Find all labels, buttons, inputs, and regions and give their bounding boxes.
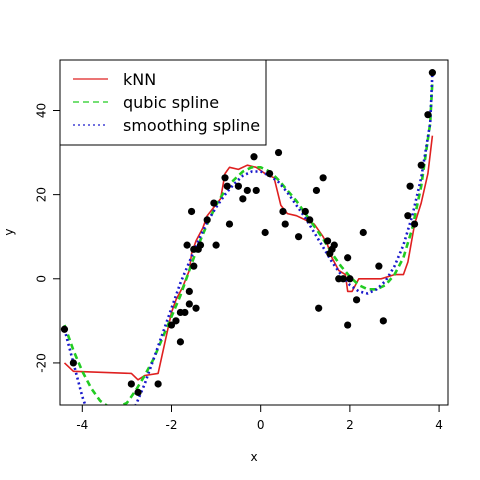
data-point [344,254,352,262]
data-point [185,300,193,308]
data-point [154,380,162,388]
y-axis-label: y [2,228,16,235]
x-tick-label: 2 [346,418,354,432]
series-line [63,80,434,405]
data-point [417,161,425,169]
data-point [344,321,352,329]
legend-label: qubic spline [123,93,219,112]
points-layer [60,69,436,396]
x-axis-label: x [250,450,257,464]
data-point [190,262,198,270]
data-point [261,228,269,237]
data-point [279,207,287,216]
data-point [243,186,251,195]
data-point [323,237,332,245]
x-tick-label: 4 [435,418,443,432]
data-point [210,199,218,207]
y-tick-label: -20 [35,353,49,373]
data-point [185,287,193,296]
series-layer [63,72,434,405]
data-point [223,182,231,190]
data-point [69,359,77,367]
series-line [63,72,434,405]
data-point [187,207,196,216]
data-point [379,317,387,325]
data-point [203,216,211,224]
x-tick-label: -4 [76,418,88,432]
data-point [274,148,283,157]
data-point [212,241,220,249]
data-point [172,317,180,325]
data-point [134,388,142,396]
data-point [266,169,274,178]
data-point [346,275,354,283]
data-point [339,275,347,283]
data-point [176,338,185,346]
data-point [281,220,289,228]
data-point [225,220,234,228]
data-point [319,174,327,182]
data-point [234,182,242,190]
data-point [315,304,323,312]
data-point [352,296,361,304]
data-point [250,153,258,161]
data-point [330,241,338,249]
data-point [306,216,314,224]
data-point [181,308,189,317]
data-point [428,69,436,77]
data-point [252,186,260,195]
y-tick-label: 0 [35,275,49,283]
data-point [192,304,200,312]
data-point [424,111,432,119]
data-point [221,174,229,182]
legend: kNN qubic spline smoothing spline [59,59,267,146]
data-point [312,186,321,195]
data-point [375,262,383,270]
legend-label: kNN [123,70,156,89]
y-tick-label: 40 [35,103,49,118]
data-point [404,212,412,220]
data-point [127,380,135,388]
series-line [63,135,434,381]
data-point [410,220,419,228]
x-tick-label: -2 [166,418,178,432]
x-tick-label: 0 [257,418,265,432]
data-point [406,182,414,190]
data-point [196,241,205,249]
data-point [359,228,367,237]
data-point [239,195,247,203]
y-tick-label: 20 [35,187,49,202]
data-point [183,241,191,249]
legend-label: smoothing spline [123,116,260,135]
data-point [301,207,309,216]
data-point [60,325,69,333]
data-point [294,233,303,241]
